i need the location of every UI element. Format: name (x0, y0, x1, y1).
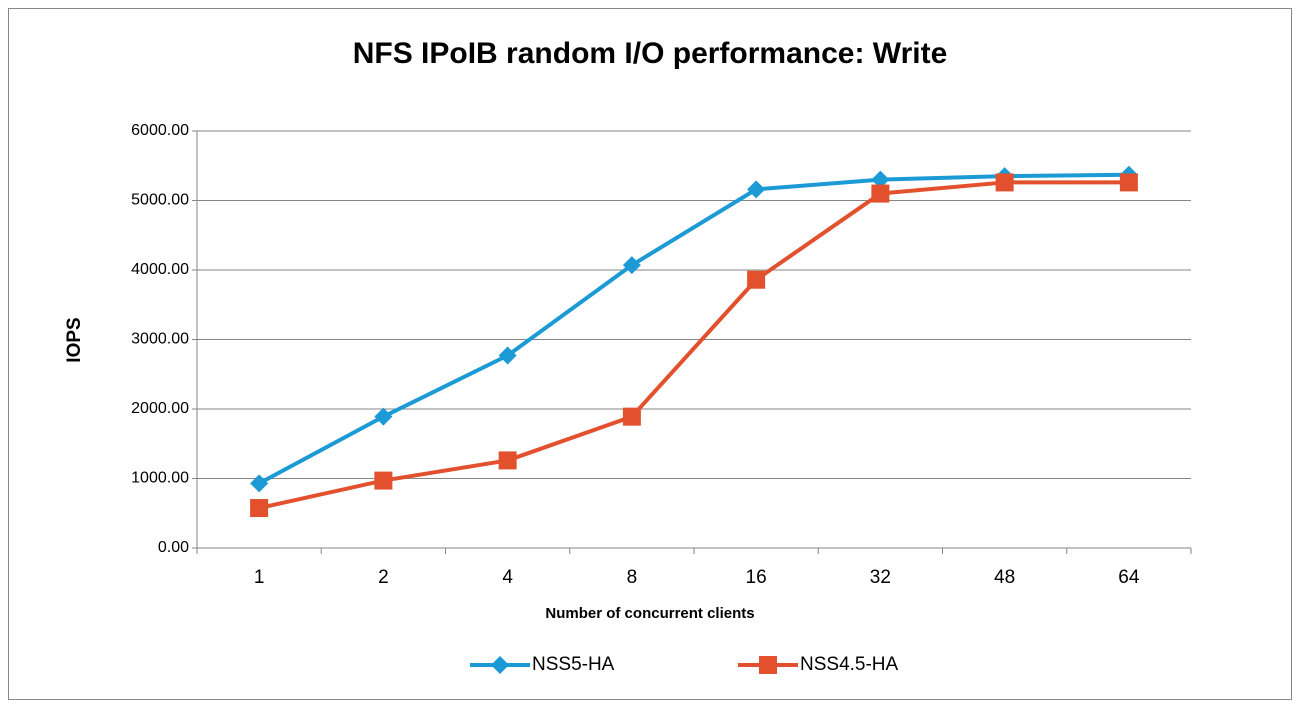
marker (374, 471, 393, 490)
marker (747, 270, 766, 289)
x-tick-label: 32 (870, 567, 891, 588)
legend-label: NSS4.5-HA (800, 654, 899, 675)
marker (871, 170, 890, 189)
y-tick-label: 1000.00 (131, 470, 189, 487)
legend-label: NSS5-HA (532, 654, 615, 675)
x-tick-label: 64 (1118, 567, 1140, 588)
marker (871, 184, 890, 203)
y-tick-label: 4000.00 (131, 261, 189, 278)
x-tick-label: 8 (627, 567, 638, 588)
chart-title: NFS IPoIB random I/O performance: Write (353, 37, 948, 70)
x-tick-label: 1 (254, 567, 265, 588)
x-tick-label: 48 (994, 567, 1015, 588)
y-tick-label: 5000.00 (131, 192, 189, 209)
chart-border (8, 8, 1292, 700)
x-tick-label: 4 (502, 567, 513, 588)
marker (622, 256, 641, 275)
series-line (258, 180, 1129, 510)
y-tick-label: 3000.00 (131, 331, 189, 348)
marker (1119, 173, 1138, 192)
marker (995, 173, 1014, 192)
y-tick-label: 6000.00 (131, 122, 189, 139)
x-tick-label: 16 (746, 567, 767, 588)
y-tick-label: 2000.00 (131, 400, 189, 417)
y-axis-label: IOPS (64, 317, 85, 362)
marker (747, 180, 766, 199)
series-line (258, 172, 1129, 486)
marker (498, 346, 517, 365)
y-tick-label: 0.00 (158, 539, 189, 556)
x-tick-label: 2 (378, 567, 389, 588)
marker (622, 407, 641, 426)
marker (498, 451, 517, 470)
marker (759, 656, 777, 674)
x-axis-label: Number of concurrent clients (545, 605, 754, 622)
marker (491, 656, 509, 674)
marker (250, 499, 269, 518)
marker (250, 474, 269, 493)
marker (374, 407, 393, 426)
